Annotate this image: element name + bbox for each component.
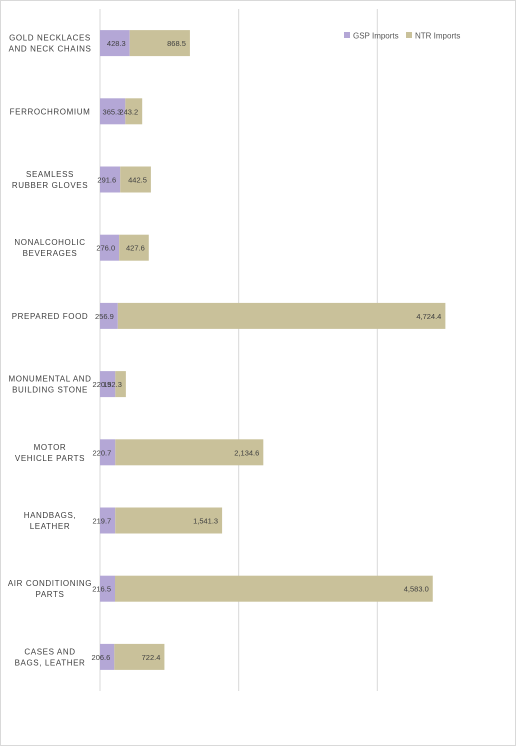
data-label-gsp-2: 291.6 [97,176,116,185]
category-label-8-line-1: PARTS [36,590,65,599]
category-label-9-line-1: BAGS, LEATHER [15,658,86,667]
category-label-9-line-0: CASES AND [24,647,75,656]
bar-ntr-7 [115,507,223,534]
data-label-ntr-6: 2,134.6 [234,448,259,457]
bar-gsp-0 [100,30,130,57]
category-label-3-line-0: NONALCOHOLIC [14,238,85,247]
category-label-4: PREPARED FOOD [12,312,89,321]
bar-gsp-4 [100,302,118,329]
bar-ntr-4 [117,302,446,329]
bar-gsp-7 [100,507,116,534]
legend-label-gsp: GSP Imports [353,32,399,41]
bar-ntr-0 [129,30,190,57]
data-label-ntr-5: 152.3 [103,380,122,389]
legend-swatch-gsp [344,32,350,38]
data-label-gsp-5: 220.9 [93,380,112,389]
data-label-ntr-2: 442.5 [128,176,147,185]
category-label-7-line-1: LEATHER [30,522,71,531]
legend-label-ntr: NTR Imports [415,32,460,41]
category-label-0-line-1: AND NECK CHAINS [9,45,92,54]
data-label-ntr-0: 868.5 [167,39,186,48]
category-label-5-line-1: BUILDING STONE [12,386,88,395]
bar-ntr-1 [125,98,143,125]
bar-gsp-6 [100,439,116,466]
data-label-gsp-7: 219.7 [92,517,111,526]
bar-gsp-8 [100,575,116,602]
bar-ntr-6 [115,439,264,466]
category-label-6-line-1: VEHICLE PARTS [15,454,85,463]
category-label-0-line-0: GOLD NECKLACES [9,34,91,43]
category-label-1: FERROCHROMIUM [10,107,91,116]
bar-ntr-8 [115,575,433,602]
bar-ntr-5 [115,371,126,398]
category-label-2-line-0: SEAMLESS [26,170,74,179]
bar-ntr-2 [120,166,151,193]
data-label-gsp-3: 276.0 [96,244,115,253]
data-label-ntr-1: 243.2 [119,107,138,116]
data-label-ntr-4: 4,724.4 [416,312,441,321]
bar-ntr-3 [119,234,149,261]
bar-gsp-3 [100,234,120,261]
data-label-gsp-6: 220.7 [93,448,112,457]
data-label-ntr-9: 722.4 [142,653,161,662]
data-label-ntr-7: 1,541.3 [193,517,218,526]
bar-ntr-9 [114,643,165,670]
bar-gsp-2 [100,166,121,193]
category-label-2-line-1: RUBBER GLOVES [12,181,88,190]
category-label-6-line-0: MOTOR [34,443,67,452]
data-label-gsp-8: 216.5 [92,585,111,594]
legend-swatch-ntr [406,32,412,38]
category-label-5-line-0: MONUMENTAL AND [8,375,91,384]
category-label-7-line-0: HANDBAGS, [24,511,77,520]
bar-gsp-1 [100,98,126,125]
bar-gsp-5 [100,371,116,398]
bar-gsp-9 [100,643,115,670]
data-label-ntr-3: 427.6 [126,244,145,253]
data-label-ntr-8: 4,583.0 [404,585,429,594]
data-label-gsp-4: 256.9 [95,312,114,321]
data-label-gsp-0: 428.3 [107,39,126,48]
category-label-3-line-1: BEVERAGES [23,249,78,258]
data-label-gsp-9: 206.6 [92,653,111,662]
category-label-8-line-0: AIR CONDITIONING [8,579,92,588]
data-label-gsp-1: 365.3 [103,107,122,116]
